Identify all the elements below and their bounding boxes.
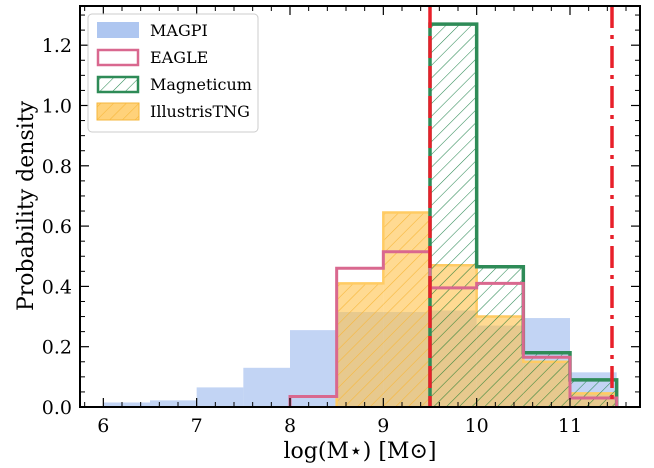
- x-axis-label: log(M⋆) [M⊙]: [284, 439, 437, 464]
- legend-swatch-eagle: [96, 48, 140, 67]
- x-tick-label: 7: [191, 415, 203, 437]
- magpi-bar: [150, 400, 197, 407]
- x-tick-label: 10: [465, 415, 489, 437]
- plot-frame: [79, 5, 641, 408]
- reference-lines: [428, 6, 614, 407]
- y-tick-label: 1.0: [42, 95, 72, 117]
- y-axis-label: Probability density: [14, 100, 39, 311]
- legend-label-magpi: MAGPI: [150, 21, 208, 40]
- legend-label-magneticum: Magneticum: [150, 75, 252, 94]
- legend-swatch-illustristng-hatch: [97, 103, 139, 120]
- eagle-step: [288, 250, 619, 407]
- magneticum-bars: [428, 22, 619, 407]
- illustristng-hatch: [383, 212, 430, 407]
- eagle-outline: [288, 250, 619, 407]
- magpi-bar: [103, 402, 150, 407]
- legend-label-illustristng: IllustrisTNG: [150, 102, 250, 121]
- y-tick-label: 0.6: [42, 216, 72, 238]
- y-tick-label: 0.0: [42, 397, 72, 419]
- axis-ticks: 6 7 8 9 10 11 0.0 0.2 0.4 0.6 0.8 1.0 1.2: [42, 6, 640, 437]
- x-tick-label: 8: [284, 415, 296, 437]
- magneticum-bar: [476, 266, 524, 407]
- magneticum-bar: [430, 24, 477, 407]
- y-tick-label: 0.8: [42, 156, 72, 178]
- legend-swatch-magneticum: [96, 75, 140, 94]
- y-tick-label: 0.4: [42, 276, 72, 298]
- illustristng-hatch: [336, 283, 384, 407]
- x-tick-label: 9: [377, 415, 389, 437]
- magpi-bar: [243, 367, 290, 407]
- y-tick-label: 1.2: [42, 35, 72, 57]
- y-tick-label: 0.2: [42, 337, 72, 359]
- legend: MAGPI EAGLE Magneticum IllustrisTNG: [87, 13, 259, 133]
- x-tick-label: 6: [97, 415, 109, 437]
- x-tick-label: 11: [558, 415, 582, 437]
- magpi-bar: [290, 330, 337, 407]
- magneticum-bar: [523, 352, 570, 407]
- magneticum-bar: [570, 379, 617, 407]
- magpi-bar: [196, 387, 244, 407]
- legend-label-eagle: EAGLE: [150, 48, 208, 67]
- legend-swatch-magpi: [97, 22, 139, 38]
